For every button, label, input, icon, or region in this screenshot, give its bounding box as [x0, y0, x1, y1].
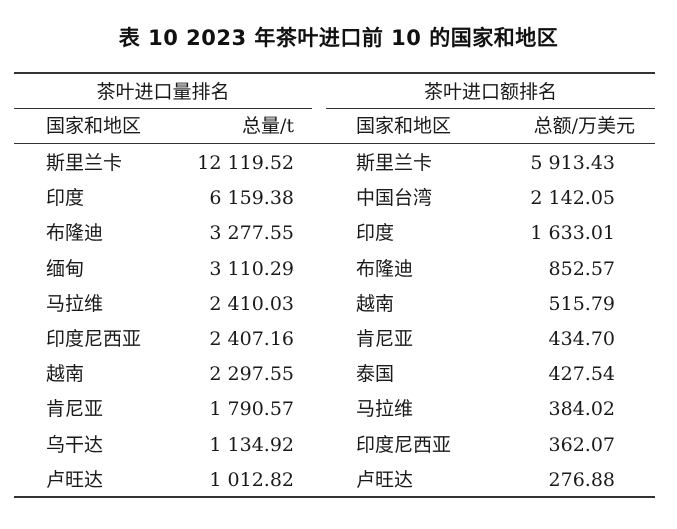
- volume-cell: 6 159.38: [209, 187, 294, 210]
- table-title: 表 10 2023 年茶叶进口前 10 的国家和地区: [118, 26, 559, 50]
- value-cell: 427.54: [548, 363, 615, 386]
- volume-cell: 12 119.52: [197, 152, 294, 174]
- value-cell: 384.02: [548, 398, 615, 421]
- value-cell: 515.79: [548, 292, 615, 315]
- value-cell: 1 633.01: [530, 222, 615, 245]
- value-region-cell: 肯尼亚: [356, 327, 414, 350]
- table-row: 马拉维 2 410.03 越南 515.79: [0, 288, 677, 323]
- table-row: 斯里兰卡 12 119.52 斯里兰卡 5 913.43: [0, 147, 677, 182]
- table-row: 肯尼亚 1 790.57 马拉维 384.02: [0, 393, 677, 428]
- column-header-total-value: 总额/万美元: [533, 115, 635, 137]
- volume-group-rule: [14, 108, 312, 109]
- value-group-rule: [326, 108, 655, 109]
- value-region-cell: 印度: [356, 222, 395, 245]
- import-value-group-header: 茶叶进口额排名: [423, 81, 557, 103]
- volume-region-cell: 印度: [46, 187, 85, 210]
- value-region-cell: 中国台湾: [356, 187, 433, 210]
- table-row: 乌干达 1 134.92 印度尼西亚 362.07: [0, 429, 677, 464]
- volume-region-cell: 卢旺达: [46, 468, 104, 491]
- column-header-region-value: 国家和地区: [356, 115, 452, 137]
- volume-region-cell: 布隆迪: [46, 222, 104, 245]
- table-row: 越南 2 297.55 泰国 427.54: [0, 358, 677, 393]
- volume-region-cell: 马拉维: [46, 292, 104, 315]
- value-region-cell: 泰国: [356, 363, 395, 386]
- column-header-total-volume: 总量/t: [241, 115, 294, 137]
- volume-region-cell: 印度尼西亚: [46, 327, 142, 350]
- table-row: 卢旺达 1 012.82 卢旺达 276.88: [0, 464, 677, 499]
- volume-cell: 2 407.16: [209, 327, 294, 350]
- value-region-cell: 布隆迪: [356, 257, 414, 280]
- value-cell: 276.88: [548, 468, 615, 491]
- value-cell: 434.70: [548, 327, 615, 350]
- volume-region-cell: 肯尼亚: [46, 398, 104, 421]
- volume-cell: 1 012.82: [209, 468, 294, 491]
- column-header-region-volume: 国家和地区: [46, 115, 142, 137]
- value-cell: 2 142.05: [530, 187, 615, 210]
- value-region-cell: 越南: [356, 292, 395, 315]
- table-row: 印度尼西亚 2 407.16 肯尼亚 434.70: [0, 323, 677, 358]
- value-cell: 852.57: [548, 257, 615, 280]
- import-volume-group-header: 茶叶进口量排名: [96, 81, 230, 103]
- volume-region-cell: 斯里兰卡: [46, 152, 123, 174]
- table-top-rule: [14, 72, 655, 74]
- volume-cell: 2 410.03: [209, 292, 294, 315]
- value-cell: 362.07: [548, 433, 615, 456]
- table-row: 布隆迪 3 277.55 印度 1 633.01: [0, 217, 677, 252]
- table-row: 缅甸 3 110.29 布隆迪 852.57: [0, 253, 677, 288]
- header-rule: [14, 143, 655, 144]
- value-region-cell: 印度尼西亚: [356, 433, 452, 456]
- volume-region-cell: 乌干达: [46, 433, 104, 456]
- value-cell: 5 913.43: [530, 152, 615, 174]
- volume-cell: 1 134.92: [209, 433, 294, 456]
- volume-region-cell: 缅甸: [46, 257, 85, 280]
- volume-region-cell: 越南: [46, 363, 85, 386]
- value-region-cell: 斯里兰卡: [356, 152, 433, 174]
- value-region-cell: 卢旺达: [356, 468, 414, 491]
- volume-cell: 3 110.29: [209, 257, 294, 280]
- volume-cell: 2 297.55: [209, 363, 294, 386]
- table-body: 斯里兰卡 12 119.52 斯里兰卡 5 913.43 印度 6 159.38…: [0, 147, 677, 499]
- table-row: 印度 6 159.38 中国台湾 2 142.05: [0, 182, 677, 217]
- value-region-cell: 马拉维: [356, 398, 414, 421]
- table-bottom-rule: [14, 496, 655, 498]
- volume-cell: 1 790.57: [209, 398, 294, 421]
- volume-cell: 3 277.55: [209, 222, 294, 245]
